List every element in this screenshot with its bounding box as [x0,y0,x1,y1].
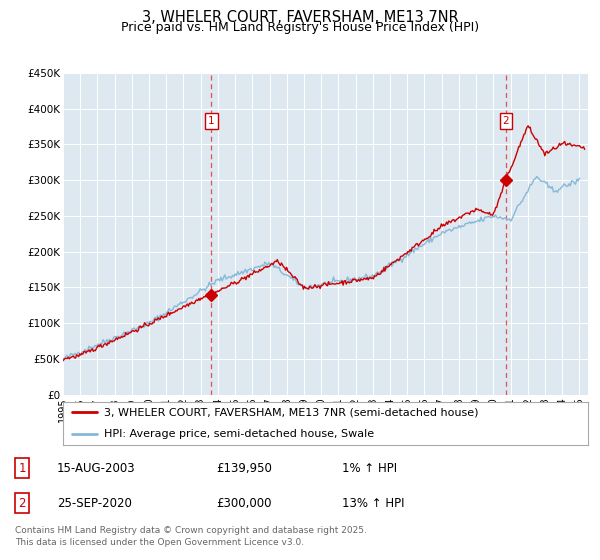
Text: 3, WHELER COURT, FAVERSHAM, ME13 7NR: 3, WHELER COURT, FAVERSHAM, ME13 7NR [142,10,458,25]
Text: Price paid vs. HM Land Registry's House Price Index (HPI): Price paid vs. HM Land Registry's House … [121,21,479,34]
Text: 1: 1 [208,116,215,126]
Text: 2: 2 [503,116,509,126]
Text: 3, WHELER COURT, FAVERSHAM, ME13 7NR (semi-detached house): 3, WHELER COURT, FAVERSHAM, ME13 7NR (se… [104,408,478,417]
Text: 13% ↑ HPI: 13% ↑ HPI [342,497,404,510]
Text: HPI: Average price, semi-detached house, Swale: HPI: Average price, semi-detached house,… [104,430,374,439]
Text: £300,000: £300,000 [216,497,271,510]
Text: Contains HM Land Registry data © Crown copyright and database right 2025.
This d: Contains HM Land Registry data © Crown c… [15,526,367,547]
Text: 25-SEP-2020: 25-SEP-2020 [57,497,132,510]
Text: 2: 2 [19,497,26,510]
Text: £139,950: £139,950 [216,462,272,475]
Text: 15-AUG-2003: 15-AUG-2003 [57,462,136,475]
Text: 1: 1 [19,462,26,475]
Text: 1% ↑ HPI: 1% ↑ HPI [342,462,397,475]
